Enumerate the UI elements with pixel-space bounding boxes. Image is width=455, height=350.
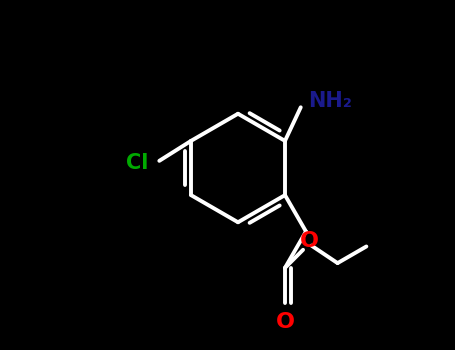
- Text: O: O: [299, 231, 318, 251]
- Text: Cl: Cl: [126, 153, 149, 173]
- Text: NH₂: NH₂: [308, 91, 352, 111]
- Text: O: O: [275, 312, 294, 331]
